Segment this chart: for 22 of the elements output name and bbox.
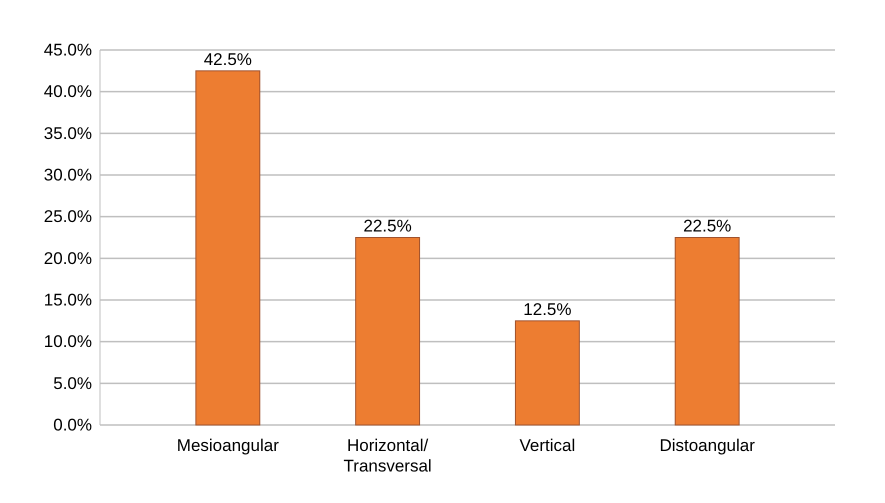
data-label: 12.5%: [523, 300, 572, 319]
y-tick-label: 25.0%: [44, 207, 92, 226]
y-tick-label: 40.0%: [44, 82, 92, 102]
y-tick-label: 30.0%: [44, 165, 92, 184]
x-tick-label: Vertical: [520, 436, 576, 456]
bar: [355, 237, 420, 426]
data-label: 22.5%: [364, 216, 412, 236]
x-tick-label: Distoangular: [659, 436, 756, 456]
x-tick-label: Mesioangular: [176, 436, 280, 456]
y-tick-label: 0.0%: [53, 415, 92, 434]
bar: [674, 237, 740, 426]
x-tick-label: Horizontal/ Transversal: [344, 436, 432, 476]
y-tick-label: 10.0%: [44, 332, 92, 352]
bar: [195, 70, 260, 426]
y-tick-label: 15.0%: [44, 290, 92, 310]
bar: [514, 320, 580, 426]
data-label: 22.5%: [683, 216, 732, 236]
data-label: 42.5%: [204, 50, 252, 69]
y-tick-label: 35.0%: [44, 124, 92, 143]
y-tick-label: 20.0%: [44, 248, 92, 268]
y-tick-label: 5.0%: [53, 374, 92, 393]
y-tick-label: 45.0%: [44, 40, 92, 60]
